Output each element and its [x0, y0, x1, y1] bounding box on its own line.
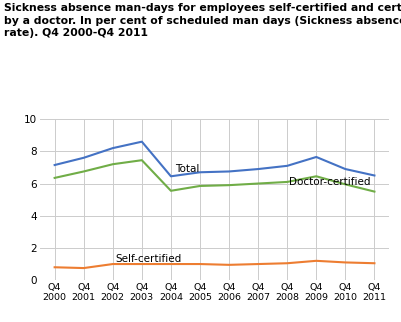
Text: Total: Total	[175, 164, 200, 174]
Text: Self-certified: Self-certified	[115, 254, 182, 264]
Text: Sickness absence man-days for employees self-certified and certified
by a doctor: Sickness absence man-days for employees …	[4, 3, 401, 38]
Text: Doctor-certified: Doctor-certified	[289, 177, 370, 187]
